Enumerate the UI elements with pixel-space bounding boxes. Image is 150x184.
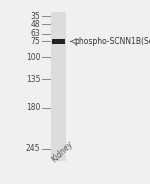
Text: 100: 100: [26, 53, 40, 62]
Bar: [52, 39, 65, 44]
Text: phospho-SCNN1B(Ser633): phospho-SCNN1B(Ser633): [74, 37, 150, 46]
Text: Kidney: Kidney: [51, 139, 75, 164]
Text: 48: 48: [31, 20, 40, 29]
Text: 75: 75: [31, 37, 40, 46]
Text: 63: 63: [31, 29, 40, 38]
Text: 180: 180: [26, 103, 40, 112]
Text: 245: 245: [26, 144, 40, 153]
Text: 135: 135: [26, 75, 40, 84]
Text: 35: 35: [31, 12, 40, 21]
Bar: [51, 12, 66, 161]
